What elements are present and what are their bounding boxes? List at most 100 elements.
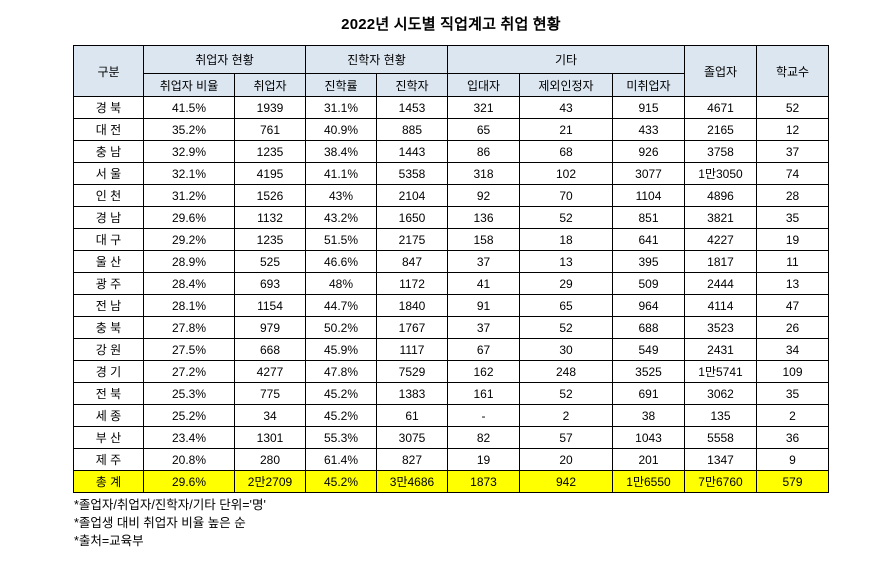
value-cell: 162: [447, 360, 520, 383]
value-cell: 40.9%: [305, 118, 377, 141]
value-cell: 433: [612, 118, 685, 141]
footnote-units: *졸업자/취업자/진학자/기타 단위='명': [74, 498, 266, 512]
table-row: 서 울 32.1% 4195 41.1% 5358 318 102 3077 1만3050 74: [73, 162, 829, 185]
value-cell: 91: [447, 294, 520, 317]
value-cell: 13: [756, 272, 829, 295]
value-cell: 55.3%: [305, 426, 377, 449]
value-cell: 1453: [376, 96, 448, 119]
value-cell: 942: [519, 470, 613, 493]
value-cell: 2만2709: [234, 470, 306, 493]
value-cell: 525: [234, 250, 306, 273]
value-cell: 43: [519, 96, 613, 119]
table-row: 전 남 28.1% 1154 44.7% 1840 91 65 964 4114 47: [73, 294, 829, 317]
value-cell: 44.7%: [305, 294, 377, 317]
value-cell: 4195: [234, 162, 306, 185]
value-cell: 47.8%: [305, 360, 377, 383]
value-cell: 1443: [376, 140, 448, 163]
col-header-gubun: 구분: [73, 45, 144, 97]
value-cell: 35: [756, 382, 829, 405]
region-cell: 전 북: [73, 382, 144, 405]
value-cell: 3077: [612, 162, 685, 185]
value-cell: 1939: [234, 96, 306, 119]
value-cell: 3만4686: [376, 470, 448, 493]
col-header-schools: 학교수: [756, 45, 829, 97]
value-cell: 28.4%: [143, 272, 235, 295]
value-cell: 1132: [234, 206, 306, 229]
value-cell: 86: [447, 140, 520, 163]
value-cell: 29.6%: [143, 206, 235, 229]
value-cell: 41.1%: [305, 162, 377, 185]
value-cell: 27.5%: [143, 338, 235, 361]
region-cell: 총 계: [73, 470, 144, 493]
value-cell: 19: [756, 228, 829, 251]
value-cell: 4114: [684, 294, 757, 317]
table-row: 충 남 32.9% 1235 38.4% 1443 86 68 926 3758 37: [73, 140, 829, 163]
value-cell: 321: [447, 96, 520, 119]
col-header-advancers: 진학자: [376, 73, 448, 97]
value-cell: 1840: [376, 294, 448, 317]
col-header-employed: 취업자: [234, 73, 306, 97]
value-cell: 52: [519, 382, 613, 405]
value-cell: 65: [447, 118, 520, 141]
value-cell: 509: [612, 272, 685, 295]
value-cell: 395: [612, 250, 685, 273]
value-cell: 43%: [305, 184, 377, 207]
value-cell: 18: [519, 228, 613, 251]
region-cell: 충 남: [73, 140, 144, 163]
region-cell: 경 남: [73, 206, 144, 229]
value-cell: 25.3%: [143, 382, 235, 405]
region-cell: 서 울: [73, 162, 144, 185]
value-cell: 20.8%: [143, 448, 235, 471]
table-body: 경 북 41.5% 1939 31.1% 1453 321 43 915 4671 52 대 전 35…: [73, 96, 829, 493]
value-cell: 28.9%: [143, 250, 235, 273]
table-row: 세 종 25.2% 34 45.2% 61-2 38 135 2: [73, 404, 829, 427]
table-row: 충 북 27.8% 979 50.2% 1767 37 52 688 3523 26: [73, 316, 829, 339]
footnotes: *졸업자/취업자/진학자/기타 단위='명' *졸업생 대비 취업자 비율 높은…: [74, 496, 266, 550]
value-cell: 885: [376, 118, 448, 141]
value-cell: 29.2%: [143, 228, 235, 251]
value-cell: 158: [447, 228, 520, 251]
table-header-sub-row: 취업자 비율 취업자 진학률 진학자 입대자 제외인정자 미취업자: [74, 73, 829, 97]
col-header-etc: 기타: [447, 45, 685, 74]
value-cell: 318: [447, 162, 520, 185]
value-cell: 3525: [612, 360, 685, 383]
region-cell: 강 원: [73, 338, 144, 361]
value-cell: 37: [447, 250, 520, 273]
table-header-group-row: 구분 취업자 현황 진학자 현황 기타 졸업자 학교수: [73, 45, 829, 97]
table-row: 경 남 29.6% 1132 43.2% 1650 136 52 851 3821 35: [73, 206, 829, 229]
value-cell: 52: [756, 96, 829, 119]
value-cell: 549: [612, 338, 685, 361]
region-cell: 광 주: [73, 272, 144, 295]
region-cell: 전 남: [73, 294, 144, 317]
value-cell: 20: [519, 448, 613, 471]
value-cell: 1347: [684, 448, 757, 471]
value-cell: 2: [756, 404, 829, 427]
value-cell: 82: [447, 426, 520, 449]
value-cell: 57: [519, 426, 613, 449]
value-cell: 43.2%: [305, 206, 377, 229]
value-cell: 1873: [447, 470, 520, 493]
value-cell: 7529: [376, 360, 448, 383]
value-cell: 827: [376, 448, 448, 471]
value-cell: 45.9%: [305, 338, 377, 361]
value-cell: 2165: [684, 118, 757, 141]
value-cell: 201: [612, 448, 685, 471]
region-cell: 대 전: [73, 118, 144, 141]
region-cell: 충 북: [73, 316, 144, 339]
value-cell: 32.1%: [143, 162, 235, 185]
value-cell: 248: [519, 360, 613, 383]
region-cell: 경 북: [73, 96, 144, 119]
value-cell: 68: [519, 140, 613, 163]
value-cell: 693: [234, 272, 306, 295]
col-header-graduates: 졸업자: [684, 45, 757, 97]
value-cell: 61.4%: [305, 448, 377, 471]
table-row-total: 총 계 29.6% 2만2709 45.2% 3만4686 1873 942 1만6550 7만…: [73, 470, 829, 493]
value-cell: 135: [684, 404, 757, 427]
value-cell: 67: [447, 338, 520, 361]
value-cell: 691: [612, 382, 685, 405]
value-cell: 761: [234, 118, 306, 141]
value-cell: 46.6%: [305, 250, 377, 273]
value-cell: 3062: [684, 382, 757, 405]
table-row: 경 기 27.2% 4277 47.8% 7529 162 248 3525 1만5741 109: [73, 360, 829, 383]
